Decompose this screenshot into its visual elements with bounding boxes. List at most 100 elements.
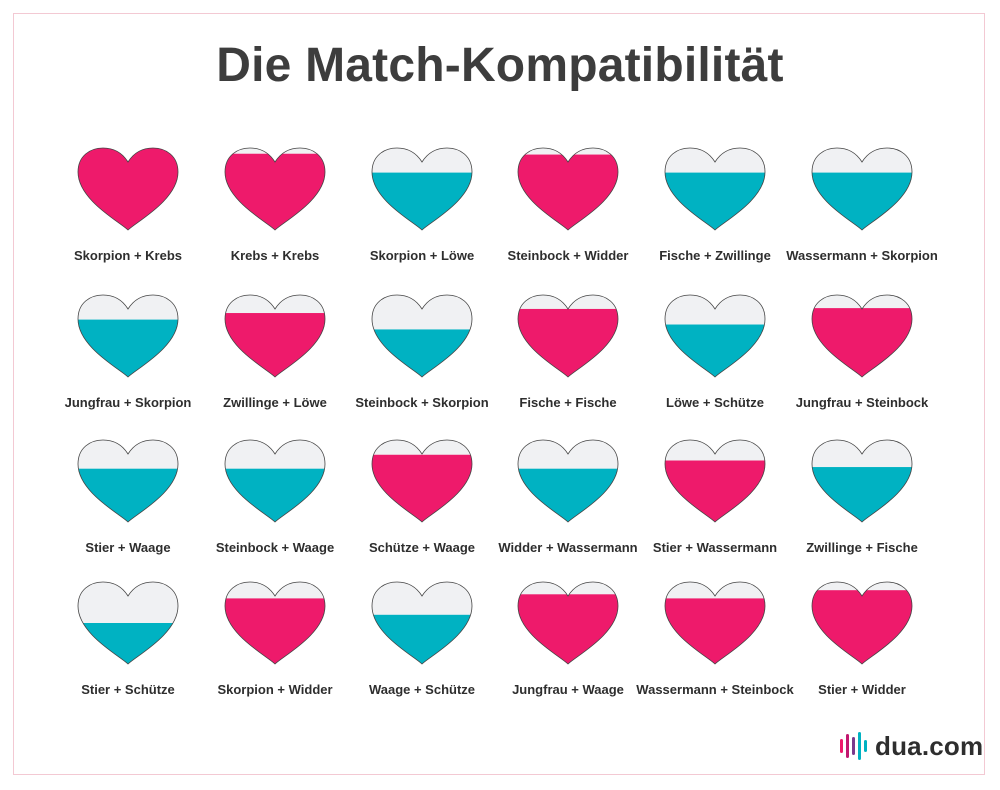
heart-fill [665, 172, 765, 230]
heart-fill [225, 153, 325, 230]
heart-outline [664, 581, 766, 665]
heart-label: Wassermann + Skorpion [786, 248, 938, 263]
heart-label: Steinbock + Waage [216, 540, 334, 555]
heart-fill [665, 598, 765, 664]
heart-label: Schütze + Waage [369, 540, 475, 555]
heart-outline [77, 581, 179, 665]
heart-outline [811, 147, 913, 231]
heart-outline [371, 294, 473, 378]
heart-label: Stier + Waage [85, 540, 170, 555]
heart-item [224, 147, 326, 231]
heart-item [224, 439, 326, 523]
heart-outline [664, 439, 766, 523]
heart-item [811, 147, 913, 231]
heart-label: Fische + Fische [519, 395, 616, 410]
heart-label: Steinbock + Skorpion [355, 395, 488, 410]
heart-fill [518, 468, 618, 522]
heart-item [371, 147, 473, 231]
heart-fill [518, 594, 618, 664]
heart-label: Krebs + Krebs [231, 248, 320, 263]
heart-item [517, 294, 619, 378]
heart-outline [371, 439, 473, 523]
heart-fill [665, 460, 765, 522]
heart-label: Zwillinge + Fische [806, 540, 918, 555]
heart-fill [225, 313, 325, 377]
heart-fill [78, 468, 178, 522]
heart-outline [371, 581, 473, 665]
heart-label: Jungfrau + Steinbock [796, 395, 929, 410]
heart-outline [77, 294, 179, 378]
heart-fill [372, 172, 472, 230]
logo-text: dua.com [875, 730, 984, 761]
heart-item [517, 581, 619, 665]
heart-outline [224, 581, 326, 665]
heart-outline [664, 147, 766, 231]
logo-bar [864, 740, 867, 752]
heart-outline [811, 294, 913, 378]
heart-fill [372, 329, 472, 377]
heart-outline [371, 147, 473, 231]
heart-item [371, 294, 473, 378]
heart-fill [78, 623, 178, 664]
heart-fill [812, 467, 912, 522]
heart-label: Stier + Schütze [81, 682, 175, 697]
heart-item [664, 581, 766, 665]
dua-logo: dua.com [840, 728, 983, 764]
logo-bar [846, 734, 849, 758]
heart-outline [517, 147, 619, 231]
heart-fill [225, 598, 325, 664]
heart-label: Jungfrau + Waage [512, 682, 624, 697]
heart-label: Fische + Zwillinge [659, 248, 771, 263]
heart-item [371, 439, 473, 523]
heart-fill [518, 308, 618, 377]
heart-outline [517, 581, 619, 665]
heart-outline [77, 147, 179, 231]
heart-item [664, 147, 766, 231]
heart-outline [811, 439, 913, 523]
heart-outline [811, 581, 913, 665]
heart-label: Skorpion + Widder [217, 682, 332, 697]
heart-outline [224, 439, 326, 523]
heart-item [517, 439, 619, 523]
heart-outline [224, 294, 326, 378]
heart-label: Widder + Wassermann [498, 540, 637, 555]
logo-bar [840, 739, 843, 753]
heart-item [77, 147, 179, 231]
heart-fill [518, 154, 618, 230]
heart-fill [225, 468, 325, 522]
logo-bars-icon [840, 732, 867, 760]
page-title: Die Match-Kompatibilität [216, 39, 784, 92]
heart-label: Zwillinge + Löwe [223, 395, 327, 410]
heart-item [664, 294, 766, 378]
page-frame [13, 13, 985, 775]
heart-label: Löwe + Schütze [666, 395, 764, 410]
heart-label: Skorpion + Löwe [370, 248, 474, 263]
heart-item [811, 581, 913, 665]
heart-item [224, 294, 326, 378]
heart-fill [372, 454, 472, 522]
heart-label: Wassermann + Steinbock [636, 682, 794, 697]
heart-item [77, 581, 179, 665]
heart-outline [77, 439, 179, 523]
heart-item [811, 439, 913, 523]
logo-bar [858, 732, 861, 760]
heart-fill [78, 319, 178, 377]
heart-item [517, 147, 619, 231]
heart-fill [812, 172, 912, 230]
heart-item [371, 581, 473, 665]
heart-item [811, 294, 913, 378]
heart-item [664, 439, 766, 523]
heart-fill [78, 148, 178, 230]
heart-item [77, 294, 179, 378]
heart-outline [517, 439, 619, 523]
heart-fill [372, 614, 472, 664]
heart-fill [665, 324, 765, 377]
heart-label: Jungfrau + Skorpion [65, 395, 192, 410]
heart-outline [517, 294, 619, 378]
heart-item [224, 581, 326, 665]
heart-outline [224, 147, 326, 231]
heart-label: Skorpion + Krebs [74, 248, 182, 263]
heart-label: Steinbock + Widder [508, 248, 629, 263]
heart-label: Waage + Schütze [369, 682, 475, 697]
